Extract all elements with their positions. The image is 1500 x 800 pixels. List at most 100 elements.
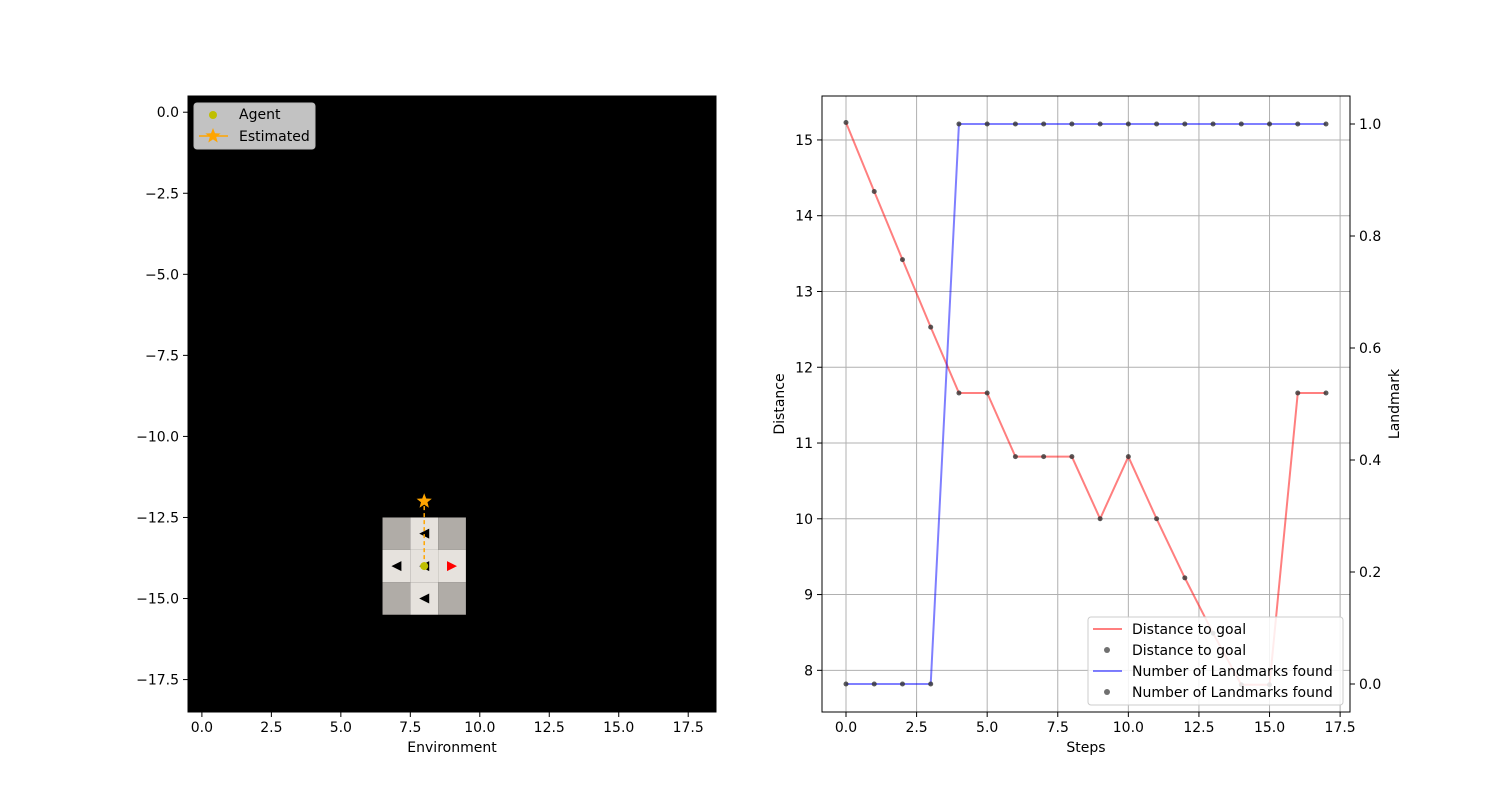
distance-x-label: Steps <box>1066 740 1105 756</box>
legend-landmark-marker-label: Number of Landmarks found <box>1132 685 1333 701</box>
distance-point <box>871 188 877 194</box>
landmark-y-tick-label: 0.0 <box>1359 677 1381 693</box>
landmark-y-tick-label: 0.6 <box>1359 341 1381 357</box>
env-cell <box>382 582 411 615</box>
dist-x-tick-label: 12.5 <box>1183 720 1214 736</box>
dist-y-tick-label: 14 <box>795 209 813 225</box>
landmark-point <box>871 681 877 687</box>
distance-point <box>984 390 990 396</box>
env-y-tick-label: −10.0 <box>136 429 179 445</box>
distance-point <box>1154 516 1160 522</box>
landmark-point <box>956 121 962 127</box>
environment-x-label: Environment <box>407 740 497 756</box>
landmark-point <box>1097 121 1103 127</box>
distance-point <box>956 390 962 396</box>
env-x-tick-label: 5.0 <box>330 720 352 736</box>
env-y-tick-label: 0.0 <box>157 105 179 121</box>
env-cell <box>382 517 411 550</box>
distance-point <box>1069 454 1075 460</box>
series-landmark-points <box>843 121 1329 687</box>
dist-x-tick-label: 0.0 <box>835 720 857 736</box>
landmark-y-tick-label: 0.2 <box>1359 565 1381 581</box>
distance-point <box>1097 516 1103 522</box>
distance-gridlines <box>822 96 1350 712</box>
landmark-point <box>1012 121 1018 127</box>
env-y-tick-label: −5.0 <box>145 267 179 283</box>
env-x-tick-label: 7.5 <box>399 720 421 736</box>
legend-distance-marker-label: Distance to goal <box>1132 643 1246 659</box>
environment-legend: Agent Estimated <box>193 102 316 150</box>
direction-arrow-left <box>391 561 402 572</box>
landmark-point <box>1125 121 1131 127</box>
dist-y-tick-label: 10 <box>795 512 813 528</box>
landmark-point <box>928 681 934 687</box>
landmark-point <box>1182 121 1188 127</box>
env-x-tick-label: 0.0 <box>191 720 213 736</box>
legend-distance-marker <box>1104 647 1110 653</box>
dist-y-tick-label: 13 <box>795 284 813 300</box>
legend-landmark-line-label: Number of Landmarks found <box>1132 664 1333 680</box>
legend-distance-line-label: Distance to goal <box>1132 622 1246 638</box>
direction-arrow-right <box>447 561 457 572</box>
dist-x-tick-label: 7.5 <box>1047 720 1069 736</box>
dist-y-tick-label: 9 <box>804 588 813 604</box>
env-x-tick-label: 17.5 <box>673 720 704 736</box>
distance-point <box>899 257 905 263</box>
landmark-point <box>1069 121 1075 127</box>
landmark-point <box>1210 121 1216 127</box>
distance-x-ticks: 0.0 2.5 5.0 7.5 10.0 12.5 15.0 17.5 <box>835 712 1356 736</box>
env-cell <box>438 517 466 550</box>
landmark-y-label: Landmark <box>1387 368 1403 439</box>
series-landmark-line <box>846 123 1326 685</box>
env-y-tick-label: −7.5 <box>145 348 179 364</box>
distance-point <box>1323 390 1329 396</box>
distance-y-ticks: 8 9 10 11 12 13 14 15 <box>795 133 822 679</box>
landmark-point <box>1238 121 1244 127</box>
environment-chart: 0.0 2.5 5.0 7.5 10.0 12.5 15.0 17.5 0.0 −2.5 −5.0… <box>136 95 717 756</box>
landmark-point <box>1295 121 1301 127</box>
landmark-point <box>1323 121 1329 127</box>
direction-arrow-left <box>419 593 430 604</box>
agent-marker <box>420 562 429 571</box>
dist-x-tick-label: 2.5 <box>905 720 927 736</box>
env-y-tick-label: −2.5 <box>145 186 179 202</box>
environment-legend-box <box>193 102 316 150</box>
distance-y-label: Distance <box>772 373 788 434</box>
legend-agent-marker <box>209 111 217 119</box>
env-x-tick-label: 15.0 <box>603 720 634 736</box>
env-y-tick-label: −15.0 <box>136 592 179 608</box>
distance-point <box>1041 454 1047 460</box>
landmark-point <box>1041 121 1047 127</box>
distance-legend-box <box>1087 616 1344 706</box>
dist-x-tick-label: 17.5 <box>1325 720 1356 736</box>
distance-point <box>1295 390 1301 396</box>
distance-frame <box>821 95 1351 713</box>
distance-legend: Distance to goal Distance to goal Number… <box>1087 616 1344 706</box>
environment-x-ticks: 0.0 2.5 5.0 7.5 10.0 12.5 15.0 17.5 <box>191 712 704 736</box>
env-cell <box>438 582 466 615</box>
direction-arrow-left <box>419 528 430 539</box>
landmark-point <box>843 681 849 687</box>
legend-landmark-marker <box>1104 689 1110 695</box>
landmark-point <box>1267 121 1273 127</box>
environment-frame <box>187 95 717 713</box>
agent-marker-group <box>420 562 429 571</box>
legend-agent-label: Agent <box>239 107 281 123</box>
dist-y-tick-label: 15 <box>795 133 813 149</box>
env-y-tick-label: −12.5 <box>136 510 179 526</box>
landmark-point <box>984 121 990 127</box>
dist-y-tick-label: 11 <box>795 436 813 452</box>
legend-estimated-label: Estimated <box>239 129 310 145</box>
distance-point <box>843 120 849 126</box>
env-y-tick-label: −17.5 <box>136 673 179 689</box>
dist-y-tick-label: 8 <box>804 663 813 679</box>
series-distance-points <box>843 120 1329 688</box>
landmark-y-tick-label: 0.4 <box>1359 453 1381 469</box>
landmark-y-tick-label: 1.0 <box>1359 117 1381 133</box>
legend-estimated-marker <box>205 128 221 143</box>
landmark-y-ticks: 0.0 0.2 0.4 0.6 0.8 1.0 <box>1350 117 1381 693</box>
dist-x-tick-label: 10.0 <box>1113 720 1144 736</box>
dist-x-tick-label: 15.0 <box>1254 720 1285 736</box>
landmark-point <box>899 681 905 687</box>
